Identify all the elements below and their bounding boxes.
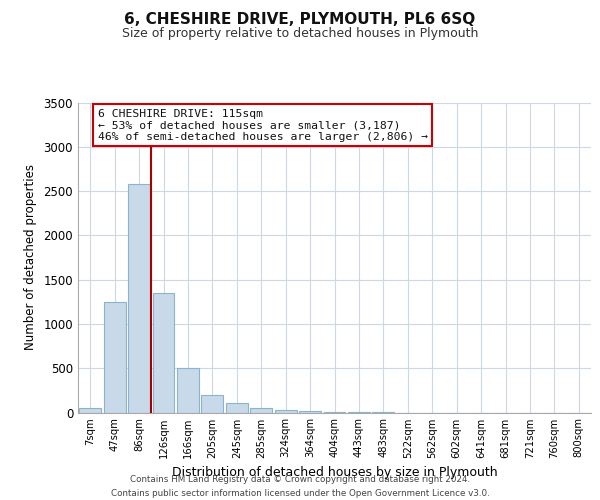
Text: Contains HM Land Registry data © Crown copyright and database right 2024.
Contai: Contains HM Land Registry data © Crown c… bbox=[110, 476, 490, 498]
Text: 6 CHESHIRE DRIVE: 115sqm
← 53% of detached houses are smaller (3,187)
46% of sem: 6 CHESHIRE DRIVE: 115sqm ← 53% of detach… bbox=[98, 108, 428, 142]
X-axis label: Distribution of detached houses by size in Plymouth: Distribution of detached houses by size … bbox=[172, 466, 497, 479]
Y-axis label: Number of detached properties: Number of detached properties bbox=[23, 164, 37, 350]
Bar bbox=[250, 408, 272, 412]
Bar bbox=[128, 184, 150, 412]
Text: 6, CHESHIRE DRIVE, PLYMOUTH, PL6 6SQ: 6, CHESHIRE DRIVE, PLYMOUTH, PL6 6SQ bbox=[124, 12, 476, 28]
Bar bbox=[275, 410, 296, 412]
Bar bbox=[226, 403, 248, 412]
Bar bbox=[152, 293, 175, 412]
Text: Size of property relative to detached houses in Plymouth: Size of property relative to detached ho… bbox=[122, 28, 478, 40]
Bar bbox=[299, 410, 321, 412]
Bar bbox=[202, 395, 223, 412]
Bar bbox=[177, 368, 199, 412]
Bar bbox=[104, 302, 125, 412]
Bar bbox=[79, 408, 101, 412]
